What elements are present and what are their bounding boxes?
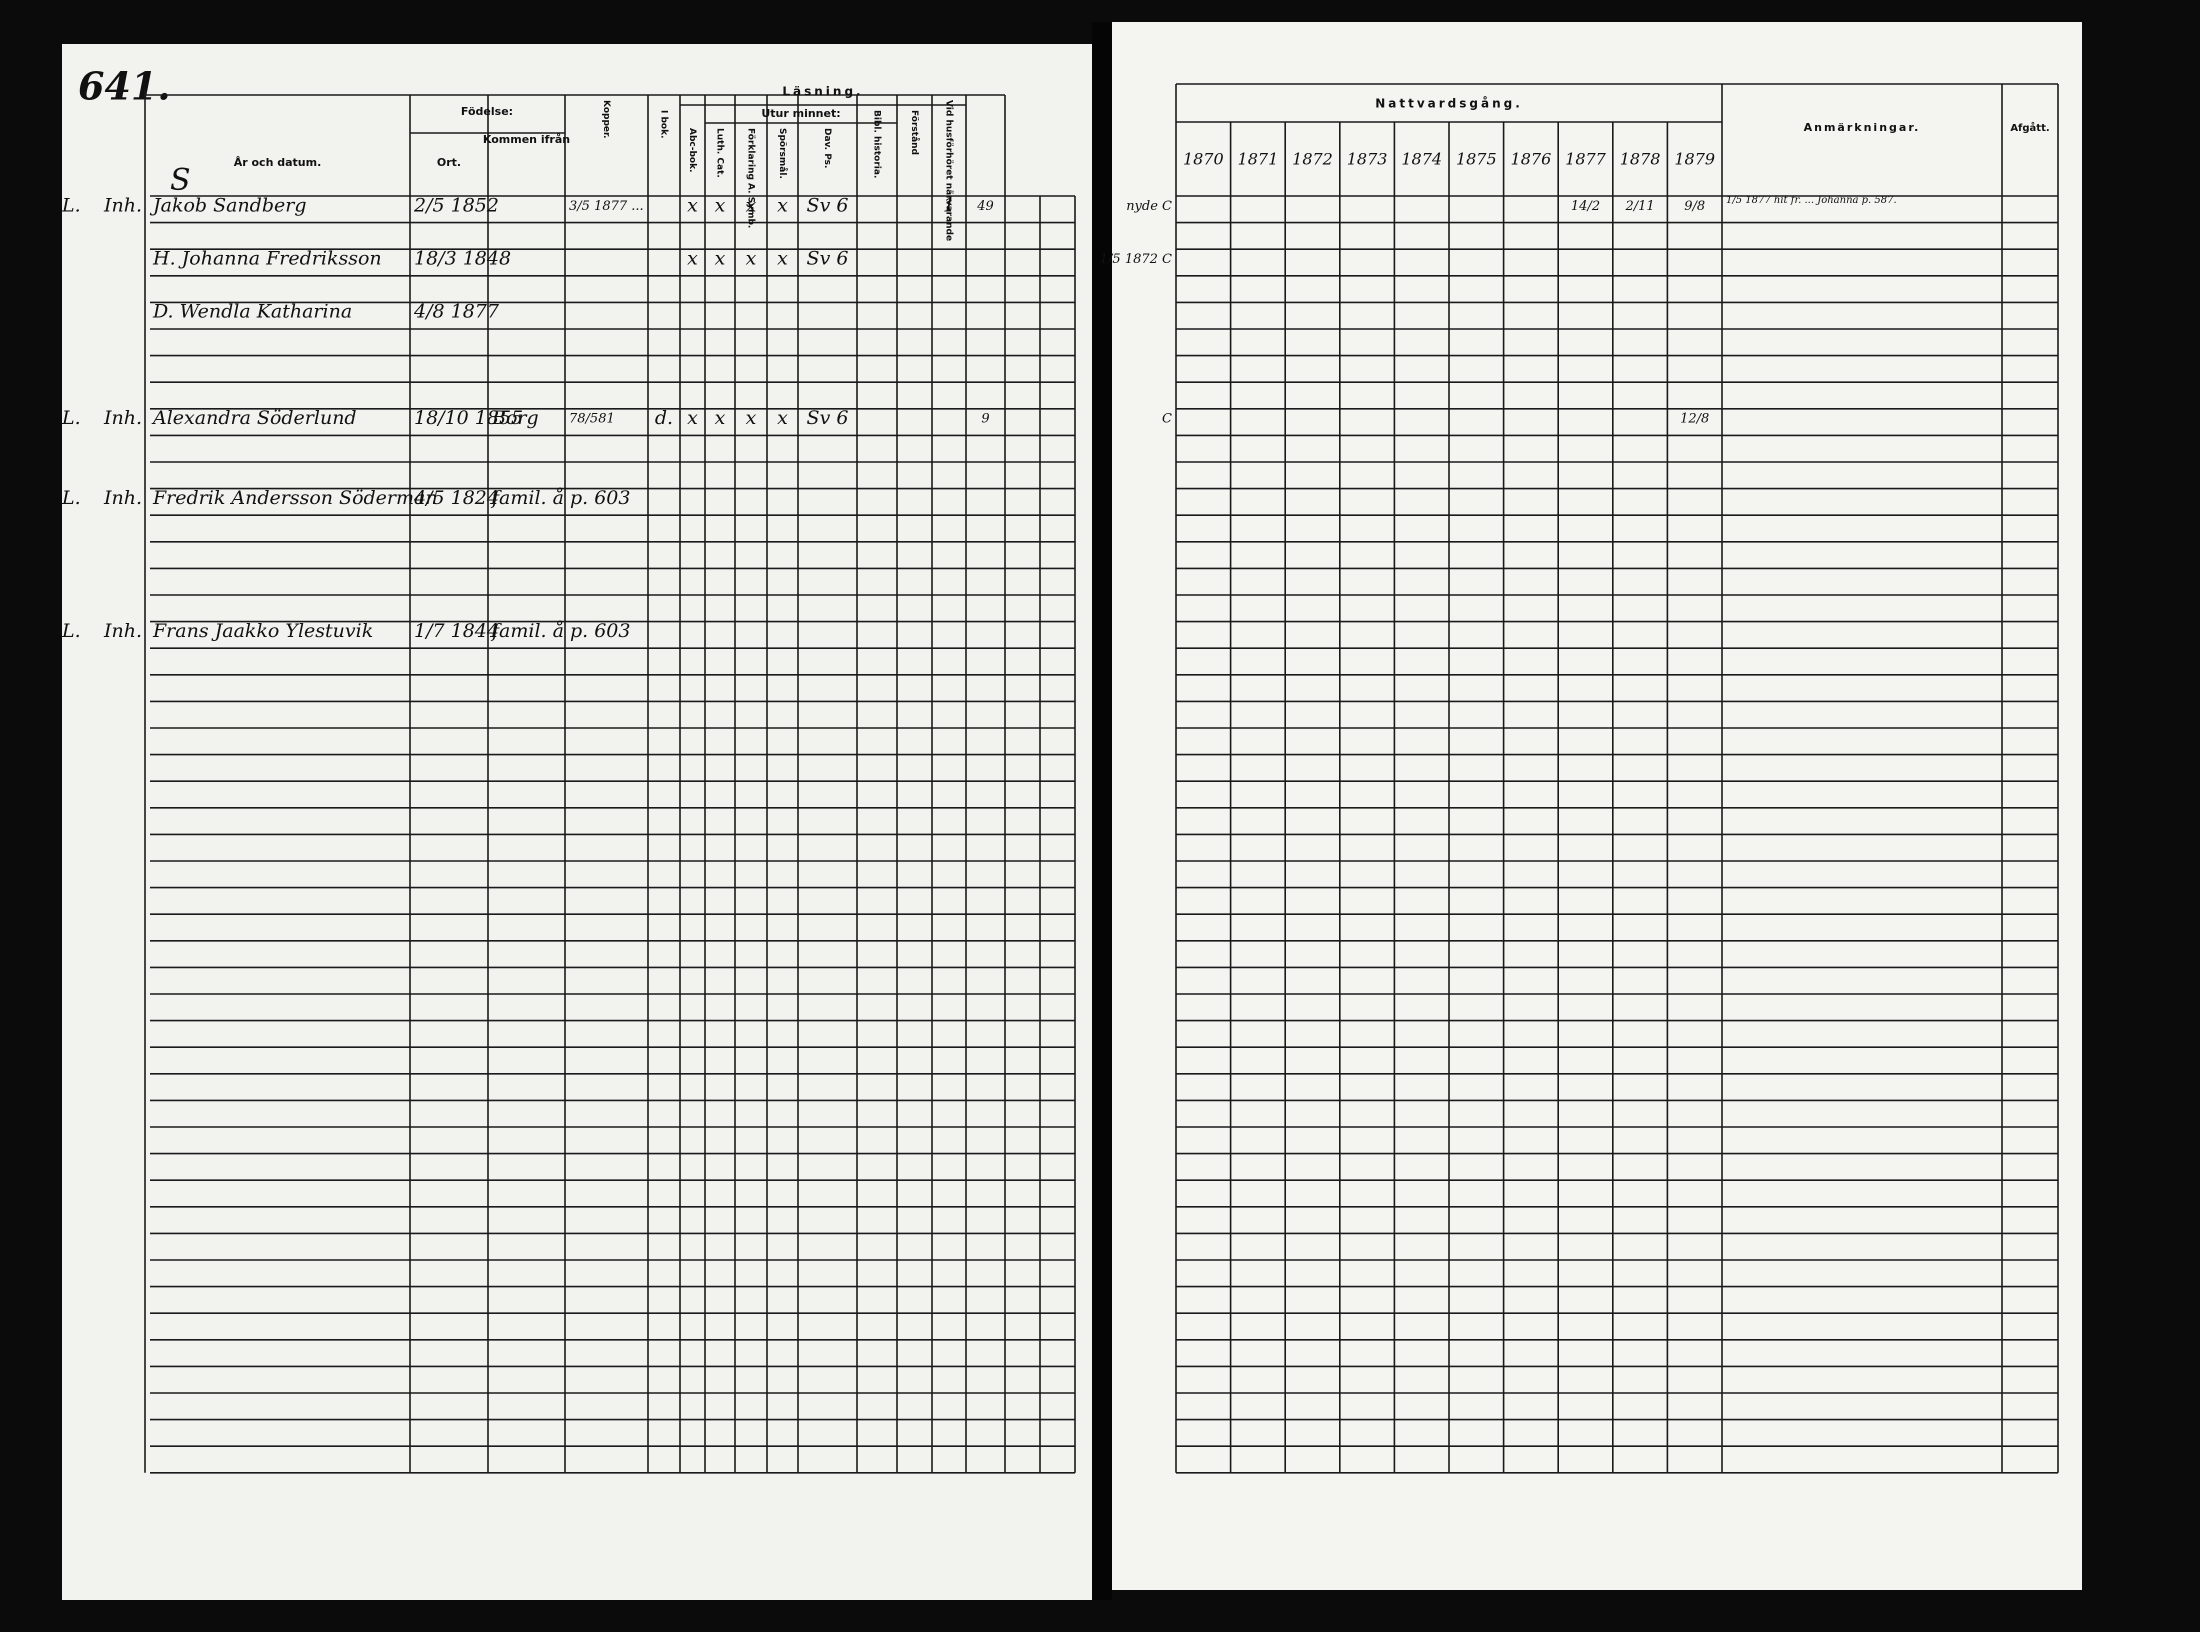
entry-year-date: 4/8 1877 [413,301,500,323]
entry-year-date: 18/10 1855 [414,407,523,429]
binding [1092,22,1112,1600]
entry-abc: x [715,407,726,429]
entry-questions: Sv 6 [807,248,849,270]
entry-year-date: 2/5 1852 [413,194,499,216]
year-header: 1874 [1401,150,1442,169]
margin-status: L. [61,407,81,429]
entry-luth-cat: x [746,194,757,216]
left-page [62,44,1092,1600]
header: Läsning. [782,85,863,99]
column-header: Ort. [437,156,461,169]
margin-type: Inh. [103,194,142,216]
margin-status: L. [61,487,81,509]
entry-place: Borg [491,407,539,429]
column-header: Bibl. historia. [872,110,882,178]
year-header: 1875 [1456,150,1497,169]
column-header: Luth. Cat. [715,128,725,178]
entry-place: famil. å p. 603 [490,487,630,509]
entry-abc: x [715,248,726,270]
communion-date: 2/11 [1624,199,1654,214]
entry-attendance: 49 [976,199,994,214]
entry-in-book: x [687,194,698,216]
header: Afgått. [2010,121,2049,134]
entry-name: Frans Jaakko Ylestuvik [152,620,373,642]
margin-type: Inh. [103,620,142,642]
header: Utur minnet: [761,107,840,120]
column-header: Dav. Ps. [822,128,832,168]
year-header: 1879 [1674,150,1715,169]
year-header: 1876 [1511,150,1552,169]
margin-note: C [1162,412,1172,427]
entry-explanation: x [777,248,788,270]
entry-explanation: x [777,194,788,216]
margin-note: nyde C [1126,199,1172,214]
remark: 1/5 1877 hit fr. ... Johanna p. 587. [1726,195,1897,206]
year-header: 1870 [1183,150,1224,169]
entry-came-from: 3/5 1877 ... [569,199,644,214]
entry-name: D. Wendla Katharina [152,301,352,323]
entry-in-book: x [687,407,698,429]
entry-explanation: x [777,407,788,429]
column-header: Vid husförhöret närvarande [944,100,954,241]
entry-questions: Sv 6 [807,407,849,429]
entry-place: famil. å p. 603 [490,620,630,642]
column-header: Kopper. [601,100,611,139]
margin-note: 1/5 1872 C [1100,252,1172,267]
communion-date: 14/2 [1571,199,1600,214]
entry-name: Alexandra Söderlund [151,407,357,429]
column-header: Abc-bok. [687,128,697,173]
entry-in-book: x [687,248,698,270]
header: Nattvardsgång. [1375,97,1523,111]
column-header: I bok. [659,110,669,139]
entry-questions: Sv 6 [807,194,849,216]
margin-status: L. [61,194,81,216]
margin-type: Inh. [103,407,142,429]
entry-year-date: 18/3 1848 [414,248,511,270]
entry-name: H. Johanna Fredriksson [152,248,382,270]
communion-date: 12/8 [1680,412,1709,427]
year-header: 1873 [1347,150,1388,169]
year-header: 1878 [1620,150,1661,169]
page-number: 641. [78,64,171,109]
year-header: 1871 [1238,150,1279,169]
entry-luth-cat: x [746,407,757,429]
margin-status: L. [61,620,81,642]
entry-name: Fredrik Andersson Söderman [152,487,438,509]
column-header: Kommen ifrån [483,133,570,146]
section-letter: S [170,163,191,198]
communion-date: 9/8 [1684,199,1705,214]
entry-year-date: 1/7 1844 [414,620,499,642]
right-page [1112,22,2082,1590]
entry-came-from: 78/581 [569,412,615,427]
entry-luth-cat: x [746,248,757,270]
entry-year-date: 4/5 1824 [413,487,499,509]
column-header: Förstånd [909,110,920,155]
year-header: 1877 [1565,150,1607,169]
entry-name: Jakob Sandberg [149,194,307,216]
entry-abc: x [715,194,726,216]
entry-kopper: d. [655,407,673,429]
margin-type: Inh. [103,487,142,509]
column-header: Spörsmål. [777,128,788,179]
column-header: Förklaring A. Symb. [746,128,756,228]
year-header: 1872 [1292,150,1333,169]
header: Födelse: [461,105,513,118]
column-header: År och datum. [234,156,322,169]
entry-understanding: 1 [943,194,955,216]
entry-attendance: 9 [981,412,989,427]
header: Anmärkningar. [1804,121,1921,134]
